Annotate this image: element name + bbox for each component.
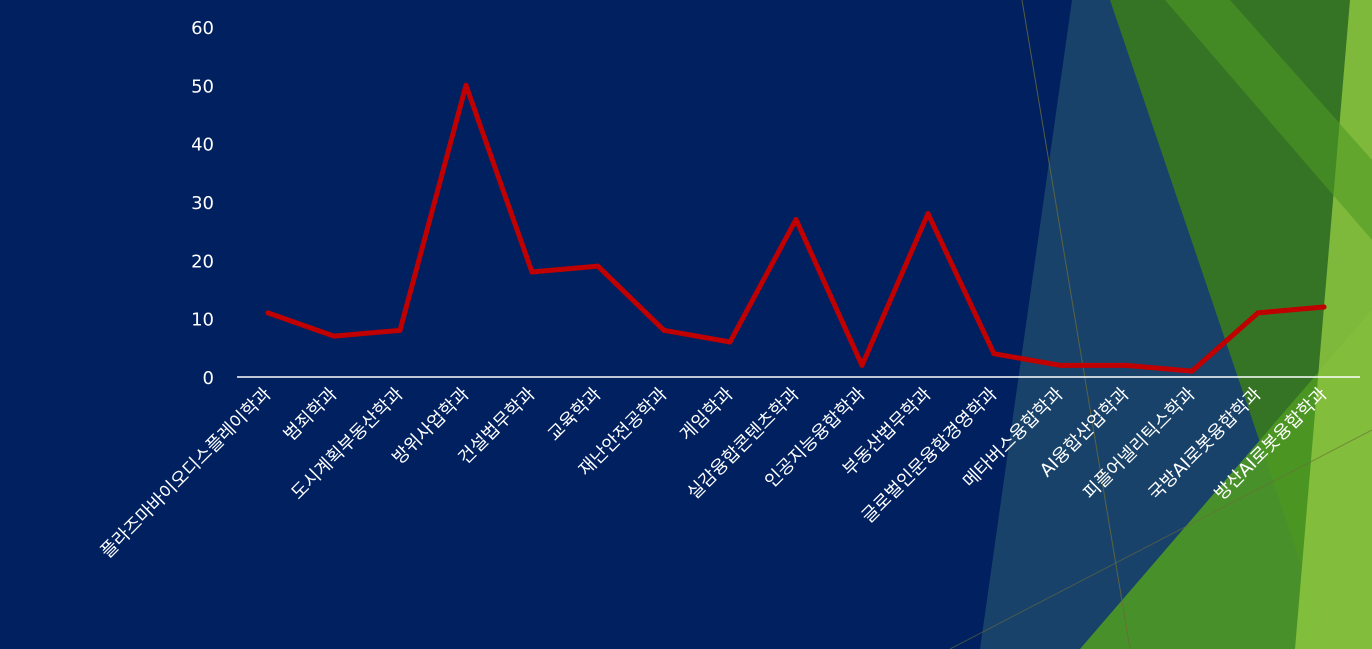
data-point — [793, 217, 799, 222]
data-point — [925, 211, 931, 217]
data-point — [859, 362, 865, 368]
data-point — [1255, 310, 1261, 316]
x-tick-label: 교육학과 — [544, 384, 606, 446]
bg-thin-line — [1021, 0, 1131, 649]
data-point — [1321, 304, 1327, 310]
y-axis: 0 10 20 30 40 50 60 — [191, 18, 214, 389]
y-tick-label: 60 — [191, 18, 214, 39]
y-tick-label: 40 — [191, 135, 214, 156]
bg-shape-green-band — [1165, 0, 1372, 240]
data-point — [991, 351, 997, 357]
y-tick-label: 50 — [191, 76, 214, 97]
x-tick-label: 플라즈마바이오디스플레이학과 — [97, 384, 276, 563]
data-point — [397, 327, 403, 333]
data-point — [727, 339, 733, 345]
x-tick-label: 범죄학과 — [280, 384, 342, 446]
bg-thin-line — [949, 429, 1372, 649]
x-tick-label: 게임학과 — [676, 384, 738, 446]
bg-shape-mid-green — [1080, 310, 1372, 649]
data-point — [463, 82, 469, 88]
data-point — [265, 310, 271, 316]
data-point — [595, 263, 601, 269]
y-tick-label: 0 — [203, 368, 214, 389]
y-tick-label: 10 — [191, 310, 214, 331]
x-tick-label: 도시계획부동산학과 — [287, 384, 407, 504]
data-point — [331, 333, 337, 339]
x-tick-label: 실감융합콘텐츠학과 — [683, 384, 803, 504]
data-point — [1057, 362, 1063, 368]
data-point — [1123, 362, 1129, 368]
data-point — [661, 327, 667, 333]
data-point — [529, 269, 535, 275]
data-point — [1189, 368, 1195, 374]
y-tick-label: 30 — [191, 193, 214, 214]
points-layer — [265, 82, 1327, 374]
y-tick-label: 20 — [191, 251, 214, 272]
decorative-background-shapes — [949, 0, 1372, 649]
